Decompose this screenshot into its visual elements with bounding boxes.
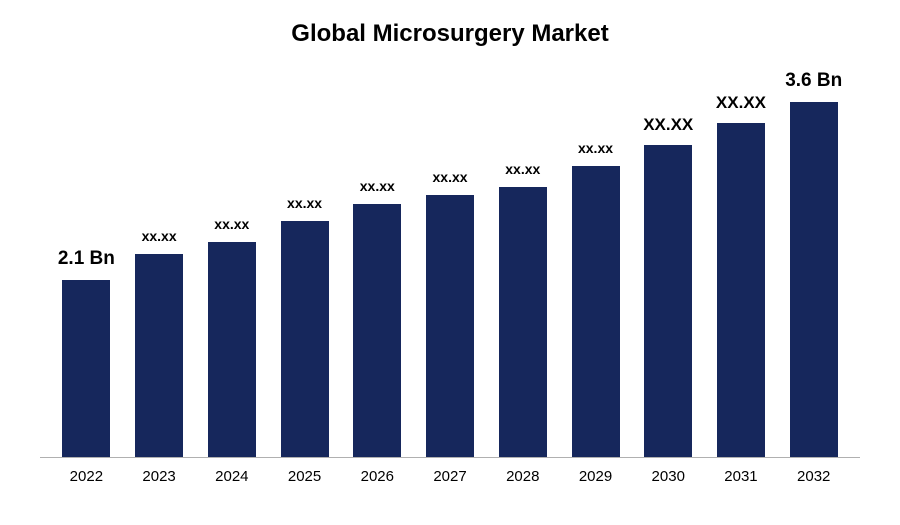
bar-value-label: xx.xx (578, 140, 613, 156)
x-tick-label: 2031 (705, 468, 778, 485)
bar-slot: xx.xx (123, 78, 196, 457)
bar (208, 242, 256, 457)
x-tick-label: 2025 (268, 468, 341, 485)
bar (790, 102, 838, 457)
x-tick-label: 2029 (559, 468, 632, 485)
bar-slot: xx.xx (559, 78, 632, 457)
bar-slot: 2.1 Bn (50, 78, 123, 457)
x-axis: 2022 2023 2024 2025 2026 2027 2028 2029 … (40, 468, 860, 485)
bar (281, 221, 329, 457)
bar (426, 195, 474, 457)
bar-value-label: xx.xx (505, 161, 540, 177)
bar (572, 166, 620, 457)
bar-slot: XX.XX (632, 78, 705, 457)
bar (135, 254, 183, 457)
x-tick-label: 2023 (123, 468, 196, 485)
bar-value-label: XX.XX (643, 115, 693, 135)
bar-slot: XX.XX (705, 78, 778, 457)
bar (62, 280, 110, 457)
bar-slot: 3.6 Bn (777, 78, 850, 457)
bar-value-label: xx.xx (214, 216, 249, 232)
bar-slot: xx.xx (414, 78, 487, 457)
plot-area: 2.1 Bn xx.xx xx.xx xx.xx xx.xx xx.xx xx.… (40, 78, 860, 458)
x-tick-label: 2032 (777, 468, 850, 485)
bar-slot: xx.xx (195, 78, 268, 457)
chart-container: Global Microsurgery Market 2.1 Bn xx.xx … (0, 0, 900, 525)
bar-value-label: xx.xx (433, 169, 468, 185)
bar-value-label: xx.xx (142, 228, 177, 244)
bar-slot: xx.xx (268, 78, 341, 457)
bar-slot: xx.xx (486, 78, 559, 457)
bar (717, 123, 765, 457)
x-tick-label: 2030 (632, 468, 705, 485)
bar (644, 145, 692, 457)
bar (499, 187, 547, 457)
bar-value-label: 2.1 Bn (58, 248, 115, 270)
x-tick-label: 2028 (486, 468, 559, 485)
bar-slot: xx.xx (341, 78, 414, 457)
bar-value-label: xx.xx (360, 178, 395, 194)
bar-value-label: XX.XX (716, 93, 766, 113)
x-tick-label: 2022 (50, 468, 123, 485)
bar (353, 204, 401, 457)
x-tick-label: 2026 (341, 468, 414, 485)
x-tick-label: 2024 (195, 468, 268, 485)
bars-row: 2.1 Bn xx.xx xx.xx xx.xx xx.xx xx.xx xx.… (40, 78, 860, 457)
bar-value-label: xx.xx (287, 195, 322, 211)
x-tick-label: 2027 (414, 468, 487, 485)
chart-title: Global Microsurgery Market (40, 20, 860, 48)
bar-value-label: 3.6 Bn (785, 70, 842, 92)
